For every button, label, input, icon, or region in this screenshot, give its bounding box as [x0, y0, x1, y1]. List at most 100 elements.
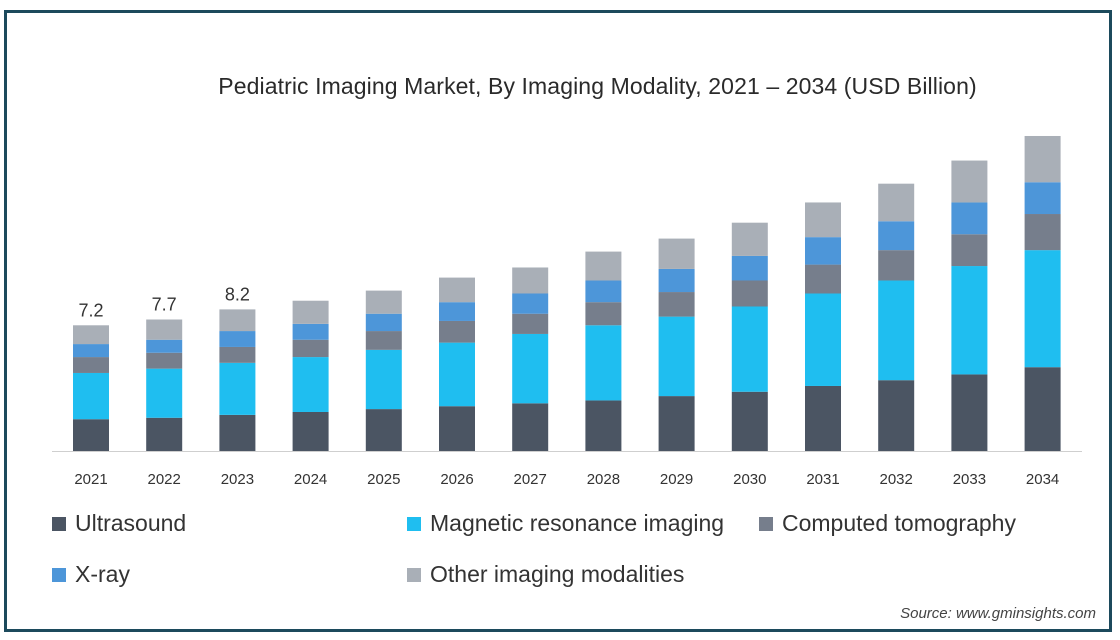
bar-segment	[731, 255, 768, 281]
bar-segment	[219, 309, 256, 332]
bar-segment	[73, 344, 109, 358]
bar-segment	[878, 221, 915, 251]
bar-segment	[1024, 182, 1061, 215]
bar-segment	[439, 320, 475, 343]
bar-segment	[1024, 367, 1061, 451]
legend-label: Magnetic resonance imaging	[430, 510, 725, 536]
bar-segment	[439, 342, 475, 407]
x-tick-label: 2027	[514, 471, 547, 488]
x-tick-label: 2025	[367, 471, 400, 488]
bar-segment	[365, 313, 402, 332]
x-tick-label: 2024	[294, 471, 327, 488]
bar-segment	[219, 362, 256, 415]
bar-segment	[658, 396, 695, 451]
bar-segment	[365, 349, 402, 410]
data-label: 7.2	[78, 300, 103, 320]
x-tick-label: 2034	[1026, 471, 1059, 488]
x-tick-label: 2029	[660, 471, 693, 488]
legend-item-mri: Magnetic resonance imaging	[407, 510, 724, 537]
bar-segment	[585, 325, 622, 401]
x-tick-label: 2028	[587, 471, 620, 488]
bar-segment	[1024, 135, 1061, 183]
bar-segment	[731, 306, 768, 392]
bar-segment	[219, 331, 256, 347]
bar-segment	[512, 293, 549, 314]
bar-segment	[439, 277, 475, 303]
x-tick-label: 2030	[733, 471, 766, 488]
bar-segment	[951, 234, 988, 267]
bar-segment	[585, 280, 622, 303]
bar-segment	[292, 300, 329, 324]
bar-segment	[146, 319, 183, 340]
x-tick-label: 2026	[440, 471, 473, 488]
bar-segment	[292, 411, 329, 451]
data-label: 8.2	[225, 284, 250, 304]
legend-swatch	[407, 516, 421, 531]
bar-segment	[439, 406, 475, 451]
source-note: Source: www.gminsights.com	[900, 605, 1096, 622]
bar-segment	[365, 331, 402, 350]
bar-segment	[805, 293, 841, 386]
bar-segment	[439, 302, 475, 321]
legend-item-ultrasound: Ultrasound	[52, 510, 186, 537]
bar-segment	[878, 183, 915, 222]
bar-segment	[805, 202, 841, 238]
bar-segment	[1024, 214, 1061, 251]
bar-segment	[146, 339, 183, 353]
bar-segment	[951, 202, 988, 235]
bar-segment	[805, 264, 841, 294]
x-tick-label: 2032	[880, 471, 913, 488]
bar-segment	[585, 251, 622, 281]
bar-segment	[512, 333, 549, 404]
legend-swatch	[759, 516, 773, 531]
bar-segment	[878, 250, 915, 281]
bar-segment	[146, 417, 183, 451]
bar-segment	[146, 352, 183, 369]
x-tick-label: 2022	[148, 471, 181, 488]
bar-segment	[146, 368, 183, 418]
bar-segment	[512, 403, 549, 451]
bar-segment	[878, 280, 915, 381]
bar-segment	[951, 374, 988, 451]
legend-swatch	[52, 567, 66, 582]
legend-label: Ultrasound	[75, 510, 187, 536]
bar-segment	[658, 268, 695, 293]
bar-segment	[219, 414, 256, 451]
bar-segment	[219, 346, 256, 363]
bar-segment	[658, 238, 695, 269]
bar-segment	[365, 409, 402, 451]
legend-swatch	[407, 567, 421, 582]
chart-title: Pediatric Imaging Market, By Imaging Mod…	[218, 73, 977, 99]
x-tick-label: 2023	[221, 471, 254, 488]
legend-label: Computed tomography	[782, 510, 1016, 536]
bar-segment	[658, 316, 695, 397]
legend-item-xray: X-ray	[52, 561, 130, 588]
legend-item-other: Other imaging modalities	[407, 561, 684, 588]
bar-segment	[292, 339, 329, 358]
bar-segment	[73, 419, 109, 451]
bar-segment	[951, 160, 988, 203]
chart-frame	[4, 10, 1112, 632]
bar-segment	[73, 372, 109, 420]
bar-segment	[658, 292, 695, 317]
data-label: 7.7	[152, 295, 177, 315]
bar-segment	[73, 357, 109, 373]
legend-label: X-ray	[75, 561, 130, 587]
bar-segment	[805, 385, 841, 451]
bar-segment	[805, 237, 841, 265]
bar-segment	[365, 290, 402, 314]
x-tick-label: 2033	[953, 471, 986, 488]
bar-segment	[731, 280, 768, 307]
bar-segment	[73, 325, 109, 345]
legend-item-ct: Computed tomography	[759, 510, 1016, 537]
bar-segment	[951, 266, 988, 375]
bar-segment	[878, 380, 915, 451]
bar-segment	[731, 391, 768, 451]
bar-segment	[292, 323, 329, 340]
bar-segment	[1024, 250, 1061, 368]
bar-segment	[512, 313, 549, 334]
bar-segment	[585, 302, 622, 326]
bar-segment	[731, 222, 768, 256]
bar-segment	[585, 400, 622, 451]
